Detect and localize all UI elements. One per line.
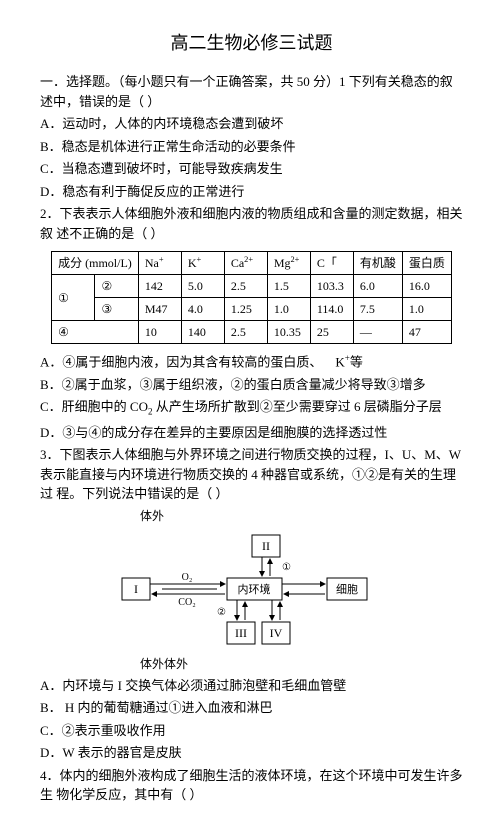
table-cell: 25 <box>310 321 353 344</box>
co2-label: CO₂ <box>178 597 195 608</box>
section-heading: 一．选择题。（每小题只有一个正确答案，共 50 分）1 下列有关稳态的叙述中，错… <box>40 72 463 111</box>
table-cell: 140 <box>181 321 224 344</box>
table-cell: Na+ <box>138 252 181 275</box>
table-cell: 142 <box>138 275 181 298</box>
table-row: ① ② 142 5.0 2.5 1.5 103.3 6.0 16.0 <box>52 275 452 298</box>
table-cell: 10.35 <box>267 321 310 344</box>
q3-option-b: B． H 内的葡萄糖通过①进入血液和淋巴 <box>40 698 463 718</box>
o2-label: O₂ <box>181 572 192 583</box>
data-table: 成分 (mmol/L) Na+ K+ Ca2+ Mg2+ C「 有机酸 蛋白质 … <box>51 251 452 344</box>
table-cell: 1.0 <box>267 298 310 321</box>
table-cell: C「 <box>310 252 353 275</box>
q2-option-c: C．肝细胞中的 CO2 从产生场所扩散到②至少需要穿过 6 层磷脂分子层 <box>40 397 463 419</box>
table-cell: 1.25 <box>224 298 267 321</box>
page-title: 高二生物必修三试题 <box>40 30 463 57</box>
table-cell: Mg2+ <box>267 252 310 275</box>
table-cell: 103.3 <box>310 275 353 298</box>
table-cell: — <box>353 321 402 344</box>
table-cell: ③ <box>95 298 138 321</box>
table-cell: 1.0 <box>402 298 451 321</box>
table-cell: ① <box>52 275 95 321</box>
table-cell: 2.5 <box>224 321 267 344</box>
table-cell: K+ <box>181 252 224 275</box>
q2-option-d: D．③与④的成分存在差异的主要原因是细胞膜的选择透过性 <box>40 423 463 443</box>
q3-option-c: C．②表示重吸收作用 <box>40 721 463 741</box>
q3-text: 3．下图表示人体细胞与外界环境之间进行物质交换的过程，I、U、M、W 表示能直接… <box>40 445 463 504</box>
box-cell-label: 细胞 <box>336 583 358 596</box>
table-cell: 10 <box>138 321 181 344</box>
table-cell: 16.0 <box>402 275 451 298</box>
table-header-row: 成分 (mmol/L) Na+ K+ Ca2+ Mg2+ C「 有机酸 蛋白质 <box>52 252 452 275</box>
q2-option-b: B．②属于血浆，③属于组织液，②的蛋白质含量减少将导致③增多 <box>40 375 463 395</box>
box-iv-label: IV <box>269 626 282 640</box>
table-cell: M47 <box>138 298 181 321</box>
q4-text: 4．体内的细胞外液构成了细胞生活的液体环境，在这个环境中可发生许多生 物化学反应… <box>40 766 463 805</box>
label-outside-1: 体外 <box>140 507 463 525</box>
table-cell: 7.5 <box>353 298 402 321</box>
label-outside-2: 体外体外 <box>140 655 463 673</box>
table-cell: ④ <box>52 321 139 344</box>
box-i-label: I <box>134 582 138 596</box>
q1-option-c: C．当稳态遭到破坏时，可能导致疾病发生 <box>40 159 463 179</box>
table-row: ④ 10 140 2.5 10.35 25 — 47 <box>52 321 452 344</box>
box-ii-label: II <box>262 539 270 553</box>
q3-option-a: A．内环境与 I 交换气体必须通过肺泡壁和毛细血管壁 <box>40 676 463 696</box>
table-cell: 1.5 <box>267 275 310 298</box>
q1-option-b: B．稳态是机体进行正常生命活动的必要条件 <box>40 137 463 157</box>
table-cell: 5.0 <box>181 275 224 298</box>
box-env-label: 内环境 <box>237 582 270 596</box>
table-cell: 2.5 <box>224 275 267 298</box>
table-cell: 蛋白质 <box>402 252 451 275</box>
table-cell: Ca2+ <box>224 252 267 275</box>
exchange-diagram: I II 内环境 细胞 III IV O₂ CO₂ ① ② <box>117 530 387 650</box>
table-cell: 47 <box>402 321 451 344</box>
q2-text: 2．下表表示人体细胞外液和细胞内液的物质组成和含量的测定数据，相关叙 述不正确的… <box>40 204 463 243</box>
num1-label: ① <box>282 562 291 573</box>
table-cell: 6.0 <box>353 275 402 298</box>
table-cell: 114.0 <box>310 298 353 321</box>
table-cell: 4.0 <box>181 298 224 321</box>
table-row: ③ M47 4.0 1.25 1.0 114.0 7.5 1.0 <box>52 298 452 321</box>
table-cell: ② <box>95 275 138 298</box>
num2-label: ② <box>217 607 226 618</box>
q1-option-a: A．运动时，人体的内环境稳态会遭到破坏 <box>40 114 463 134</box>
table-cell: 成分 (mmol/L) <box>52 252 139 275</box>
q2-option-a: A．④属于细胞内液，因为其含有较高的蛋白质、 K+等 <box>40 352 463 372</box>
q3-option-d: D．W 表示的器官是皮肤 <box>40 743 463 763</box>
q1-option-d: D．稳态有利于酶促反应的正常进行 <box>40 182 463 202</box>
table-cell: 有机酸 <box>353 252 402 275</box>
box-iii-label: III <box>235 626 247 640</box>
